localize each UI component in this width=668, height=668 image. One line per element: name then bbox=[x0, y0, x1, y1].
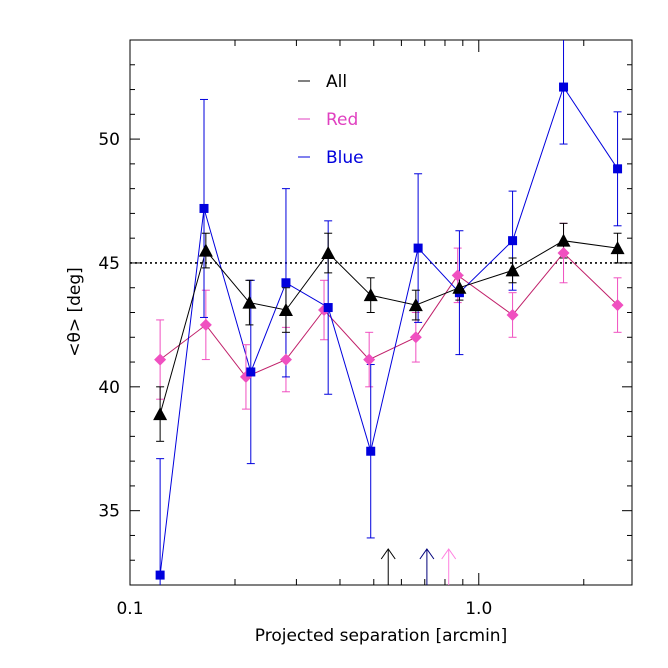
arrow-head bbox=[441, 548, 457, 560]
x-tick-label: 0.1 bbox=[116, 599, 143, 619]
blue-point bbox=[155, 570, 165, 580]
error-bars bbox=[156, 40, 622, 585]
series-lines bbox=[159, 85, 619, 576]
red-point bbox=[451, 269, 464, 282]
y-tick-label: 35 bbox=[98, 502, 120, 522]
blue-point bbox=[199, 203, 209, 213]
red-point bbox=[363, 353, 376, 366]
blue-point bbox=[613, 164, 623, 174]
blue-point bbox=[281, 278, 291, 288]
blue-point bbox=[366, 446, 376, 456]
all-point bbox=[278, 303, 293, 317]
y-tick-label: 40 bbox=[98, 378, 120, 398]
arrow-head bbox=[419, 548, 435, 560]
legend-label: All bbox=[326, 72, 347, 92]
blue-point bbox=[246, 367, 256, 377]
all-point bbox=[198, 243, 213, 257]
legend-label: Blue bbox=[326, 148, 364, 168]
all-point bbox=[242, 295, 257, 309]
all-point bbox=[610, 241, 625, 255]
all-point bbox=[321, 246, 336, 260]
separation-arrows bbox=[380, 548, 457, 585]
x-axis-label: Projected separation [arcmin] bbox=[255, 626, 507, 646]
all-point bbox=[556, 233, 571, 247]
legend: All Red Blue bbox=[298, 72, 364, 168]
all-point bbox=[153, 407, 168, 421]
y-tick-label: 50 bbox=[98, 130, 120, 150]
red-series-line bbox=[159, 252, 618, 378]
y-axis-label: <θ> [deg] bbox=[65, 267, 85, 357]
all-point bbox=[408, 298, 423, 312]
plot-frame bbox=[129, 39, 633, 586]
red-point bbox=[506, 308, 519, 321]
arrow-head bbox=[380, 548, 396, 560]
all-point bbox=[452, 280, 467, 294]
blue-point bbox=[323, 303, 333, 313]
blue-series-line bbox=[159, 85, 619, 576]
blue-point bbox=[413, 243, 423, 253]
red-point bbox=[154, 353, 167, 366]
axis-ticks: 35 40 45 50 0.1 1.0 bbox=[98, 39, 632, 619]
all-point bbox=[363, 288, 378, 302]
y-tick-label: 45 bbox=[98, 254, 120, 274]
red-point bbox=[611, 299, 624, 312]
data-markers bbox=[153, 82, 625, 580]
red-point bbox=[557, 247, 570, 260]
blue-point bbox=[508, 236, 518, 246]
red-point bbox=[409, 331, 422, 344]
blue-point bbox=[559, 82, 569, 92]
red-point bbox=[199, 318, 212, 331]
legend-label: Red bbox=[326, 110, 358, 130]
all-point bbox=[505, 263, 520, 277]
x-tick-label: 1.0 bbox=[465, 599, 492, 619]
all-series-line bbox=[159, 240, 618, 415]
red-point bbox=[279, 353, 292, 366]
